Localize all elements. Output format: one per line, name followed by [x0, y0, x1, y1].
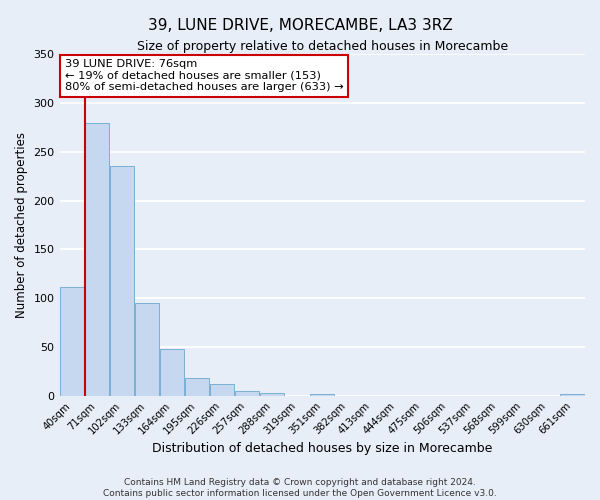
Bar: [310, 394, 334, 396]
Title: Size of property relative to detached houses in Morecambe: Size of property relative to detached ho…: [137, 40, 508, 53]
Bar: [110, 166, 134, 396]
Bar: [185, 378, 209, 396]
Bar: [210, 384, 235, 396]
Bar: [60, 286, 84, 396]
Text: Contains HM Land Registry data © Crown copyright and database right 2024.
Contai: Contains HM Land Registry data © Crown c…: [103, 478, 497, 498]
Bar: [260, 393, 284, 396]
X-axis label: Distribution of detached houses by size in Morecambe: Distribution of detached houses by size …: [152, 442, 493, 455]
Bar: [560, 394, 584, 396]
Bar: [85, 122, 109, 396]
Text: 39, LUNE DRIVE, MORECAMBE, LA3 3RZ: 39, LUNE DRIVE, MORECAMBE, LA3 3RZ: [148, 18, 452, 32]
Bar: [135, 303, 159, 396]
Y-axis label: Number of detached properties: Number of detached properties: [15, 132, 28, 318]
Bar: [160, 349, 184, 396]
Text: 39 LUNE DRIVE: 76sqm
← 19% of detached houses are smaller (153)
80% of semi-deta: 39 LUNE DRIVE: 76sqm ← 19% of detached h…: [65, 60, 343, 92]
Bar: [235, 391, 259, 396]
